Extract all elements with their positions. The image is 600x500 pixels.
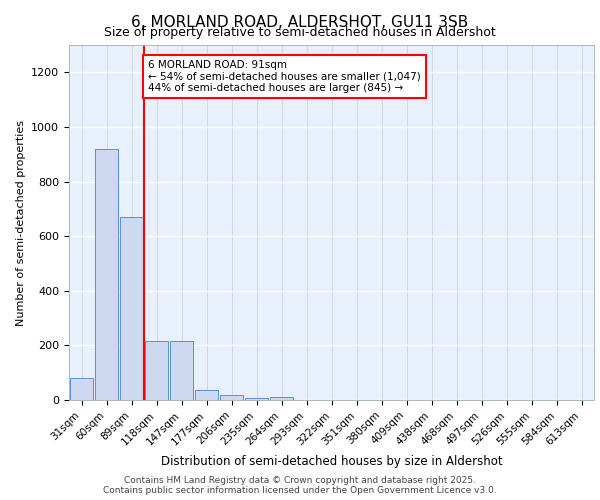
Bar bbox=[70, 378, 94, 400]
Text: Contains HM Land Registry data © Crown copyright and database right 2025.
Contai: Contains HM Land Registry data © Crown c… bbox=[103, 476, 497, 495]
Bar bbox=[119, 217, 143, 400]
Y-axis label: Number of semi-detached properties: Number of semi-detached properties bbox=[16, 120, 26, 326]
X-axis label: Distribution of semi-detached houses by size in Aldershot: Distribution of semi-detached houses by … bbox=[161, 455, 502, 468]
Bar bbox=[145, 342, 169, 400]
Bar bbox=[269, 398, 293, 400]
Bar bbox=[194, 390, 218, 400]
Bar bbox=[95, 149, 118, 400]
Text: 6, MORLAND ROAD, ALDERSHOT, GU11 3SB: 6, MORLAND ROAD, ALDERSHOT, GU11 3SB bbox=[131, 15, 469, 30]
Bar bbox=[220, 395, 244, 400]
Bar bbox=[170, 342, 193, 400]
Text: Size of property relative to semi-detached houses in Aldershot: Size of property relative to semi-detach… bbox=[104, 26, 496, 39]
Bar bbox=[245, 398, 268, 400]
Text: 6 MORLAND ROAD: 91sqm
← 54% of semi-detached houses are smaller (1,047)
44% of s: 6 MORLAND ROAD: 91sqm ← 54% of semi-deta… bbox=[148, 60, 421, 93]
